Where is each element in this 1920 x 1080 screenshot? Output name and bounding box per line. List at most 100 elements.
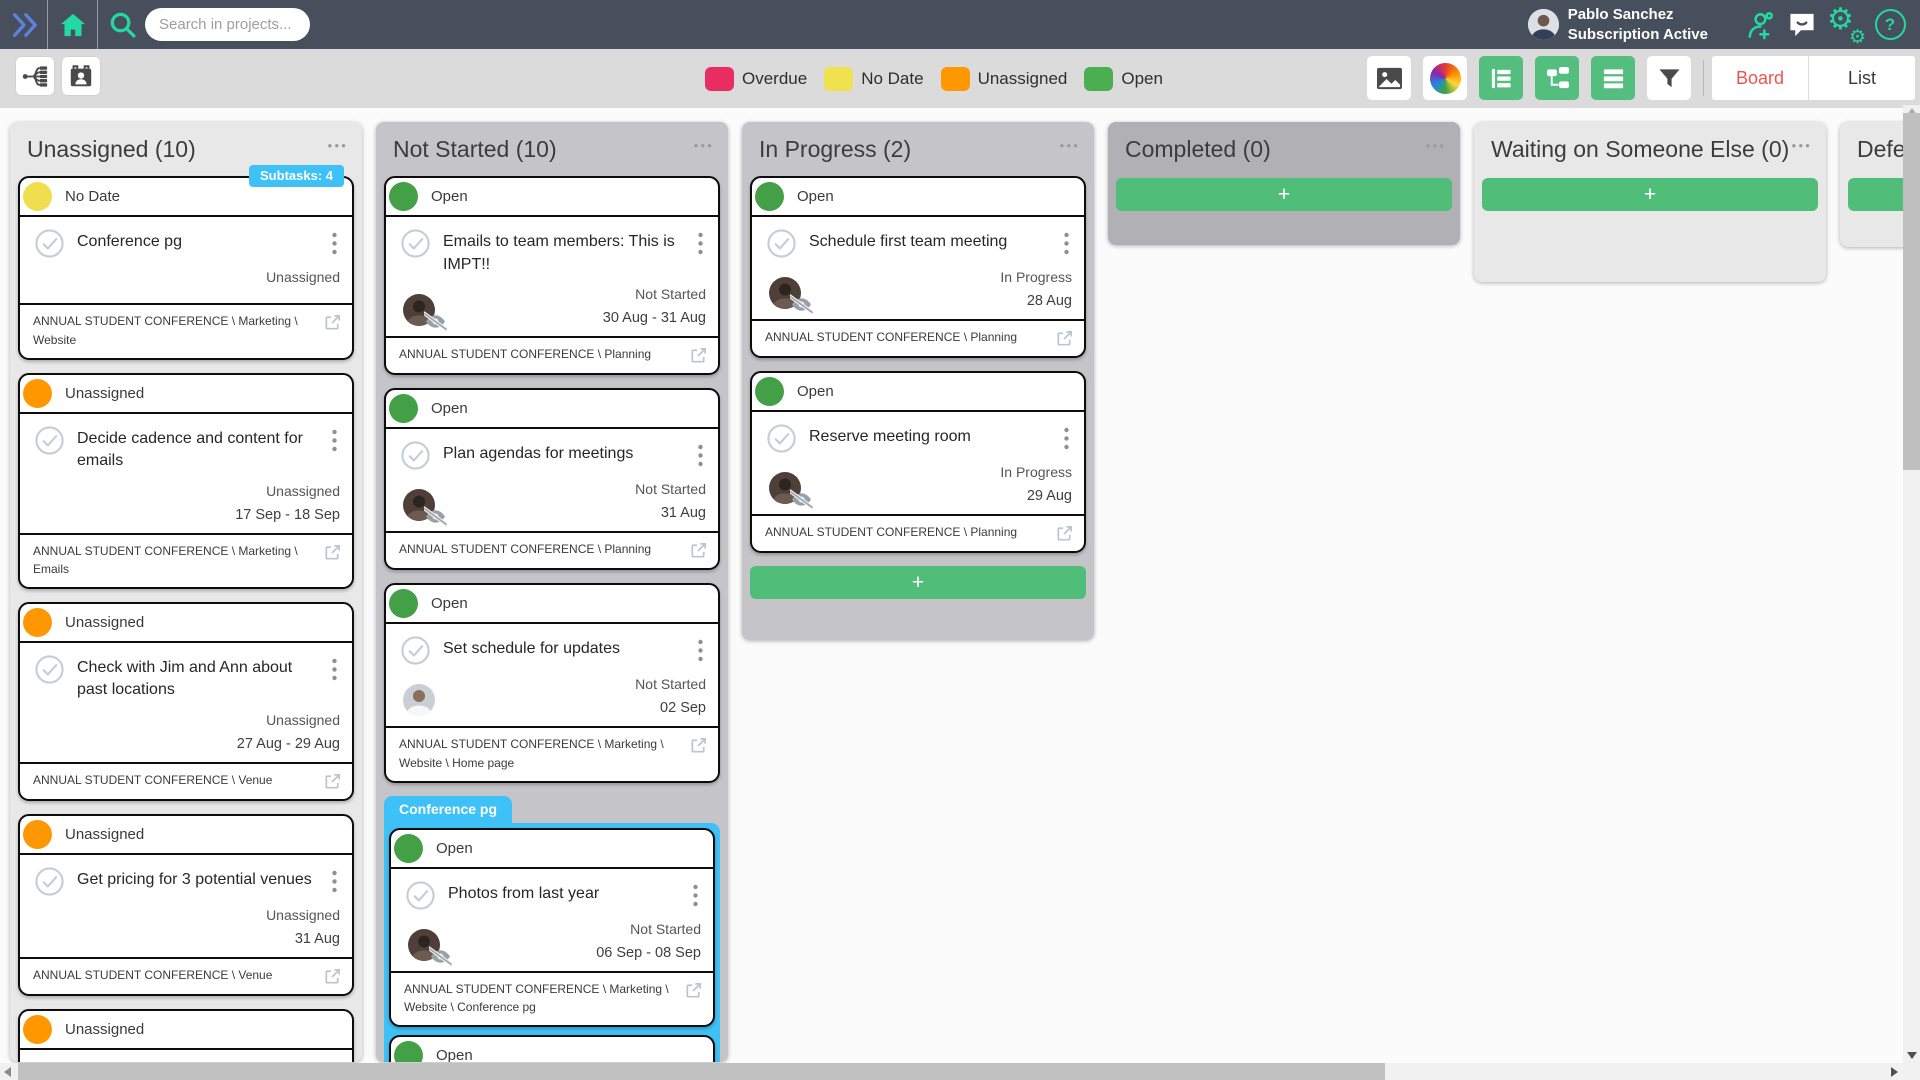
task-card[interactable]: Unassigned [18,1008,354,1062]
task-card[interactable]: Unassigned Decide cadence and content for… [18,373,354,590]
vertical-scroll-thumb[interactable] [1903,113,1920,470]
assignee-avatar-wrap[interactable] [403,488,447,527]
home-icon[interactable] [48,0,97,49]
open-external-icon[interactable] [323,543,342,562]
ellipsis-icon[interactable]: ●●● [327,141,348,150]
open-external-icon[interactable] [689,541,708,560]
task-card[interactable]: Subtasks: 4 No Date Conference pg Unassigne… [18,165,354,361]
add-task-button[interactable]: + [1482,178,1818,212]
open-external-icon[interactable] [689,736,708,755]
settings-gears-icon[interactable]: ⚙ ⚙ [1827,2,1866,48]
check-circle-icon[interactable] [400,635,431,666]
open-external-icon[interactable] [323,313,342,332]
search-icon[interactable] [102,0,142,49]
card-footer: ANNUAL STUDENT CONFERENCE \ Marketing \ … [391,970,713,1026]
task-card[interactable]: Open Schedule first team meeting In Progre… [750,176,1086,359]
card-menu-icon[interactable] [331,429,338,452]
card-menu-icon[interactable] [331,870,338,893]
card-body: Conference pg Unassigned [20,217,352,303]
task-card[interactable]: Open Emails to team members: This is IMPT… [384,176,720,375]
card-menu-icon[interactable] [1063,427,1070,450]
list-view-button[interactable]: List [1809,56,1915,100]
open-external-icon[interactable] [323,967,342,986]
task-card[interactable]: Open [389,1035,715,1062]
chat-icon[interactable] [1780,0,1824,49]
project-path: ANNUAL STUDENT CONFERENCE \ Planning [399,346,652,361]
card-menu-icon[interactable] [697,444,704,467]
open-external-icon[interactable] [689,346,708,365]
card-body: Schedule first team meeting In Progress 28… [752,217,1084,319]
horizontal-scroll-thumb[interactable] [18,1063,1385,1080]
task-card[interactable]: Unassigned Get pricing for 3 potential ve… [18,813,354,996]
rows-view-icon[interactable] [1591,56,1635,100]
card-menu-icon[interactable] [331,658,338,681]
invite-user-icon[interactable] [1736,0,1780,49]
outline-view-icon[interactable] [1479,56,1523,100]
check-circle-icon[interactable] [34,654,65,685]
card-footer: ANNUAL STUDENT CONFERENCE \ Marketing \ … [386,725,718,781]
card-meta: Not Started 02 Sep [635,676,706,716]
filter-icon[interactable] [1647,56,1691,100]
card-menu-icon[interactable] [1063,232,1070,255]
add-task-button[interactable]: + [1116,178,1452,212]
kanban-board: Unassigned (10) ●●● Subtasks: 4 No Date Conf… [0,108,1920,1080]
search-input[interactable] [145,8,310,41]
assignee-avatar-wrap[interactable] [769,472,813,511]
task-card[interactable]: Open Plan agendas for meetings Not Started… [384,387,720,570]
card-menu-icon[interactable] [692,884,699,907]
scroll-down-icon[interactable] [1907,1052,1917,1059]
card-menu-icon[interactable] [331,232,338,255]
user-avatar[interactable] [1527,9,1559,40]
color-wheel-icon[interactable] [1423,56,1467,100]
task-card[interactable]: Open Photos from last year Not Started 06 S… [389,827,715,1028]
open-external-icon[interactable] [684,981,703,1000]
ellipsis-icon[interactable]: ●●● [1791,141,1812,150]
ellipsis-icon[interactable]: ●●● [1059,141,1080,150]
check-circle-icon[interactable] [34,425,65,456]
horizontal-scrollbar[interactable] [0,1063,1903,1080]
check-circle-icon[interactable] [34,866,65,897]
hierarchy-view-icon[interactable] [16,57,54,95]
vertical-scrollbar[interactable] [1903,105,1920,1063]
card-menu-icon[interactable] [697,639,704,662]
image-icon[interactable] [1367,56,1411,100]
scroll-up-icon[interactable] [1907,108,1917,115]
scroll-left-icon[interactable] [4,1067,11,1077]
scroll-right-icon[interactable] [1891,1067,1898,1077]
subtasks-badge[interactable]: Subtasks: 4 [249,165,344,188]
user-info: Pablo Sanchez Subscription Active [1568,5,1708,44]
column-title: Not Started (10) [393,136,557,162]
check-circle-icon[interactable] [34,228,65,259]
task-card[interactable]: Open Set schedule for updates Not Started 0… [384,582,720,783]
open-external-icon[interactable] [1055,329,1074,348]
assignee-avatar [403,293,435,326]
task-card[interactable]: Open Reserve meeting room In Progress 29 Au… [750,371,1086,554]
help-icon[interactable]: ? [1868,0,1912,49]
check-circle-icon[interactable] [766,228,797,259]
scrollbar-corner [1903,1063,1920,1080]
contacts-icon[interactable] [62,57,100,95]
flow-view-icon[interactable] [1535,56,1579,100]
board-view-button[interactable]: Board [1712,56,1809,100]
card-menu-icon[interactable] [697,232,704,255]
user-status: Subscription Active [1567,25,1708,43]
open-external-icon[interactable] [1055,524,1074,543]
check-circle-icon[interactable] [400,440,431,471]
open-external-icon[interactable] [323,772,342,791]
assignee-avatar-wrap[interactable] [408,928,452,967]
card-dates: 27 Aug - 29 Aug [236,735,340,752]
ellipsis-icon[interactable]: ●●● [693,141,714,150]
task-card[interactable]: Unassigned Check with Jim and Ann about p… [18,602,354,801]
assignee-avatar-wrap[interactable] [403,683,435,716]
check-circle-icon[interactable] [766,423,797,454]
add-task-button[interactable]: + [750,566,1086,600]
check-circle-icon[interactable] [405,880,436,911]
group-label[interactable]: Conference pg [384,795,513,823]
collapse-panel-icon[interactable] [0,0,47,49]
assignee-avatar-wrap[interactable] [403,293,447,332]
ellipsis-icon[interactable]: ●●● [1425,141,1446,150]
status-label: Open [431,594,468,612]
assignee-avatar-wrap[interactable] [769,277,813,316]
check-circle-icon[interactable] [400,228,431,259]
